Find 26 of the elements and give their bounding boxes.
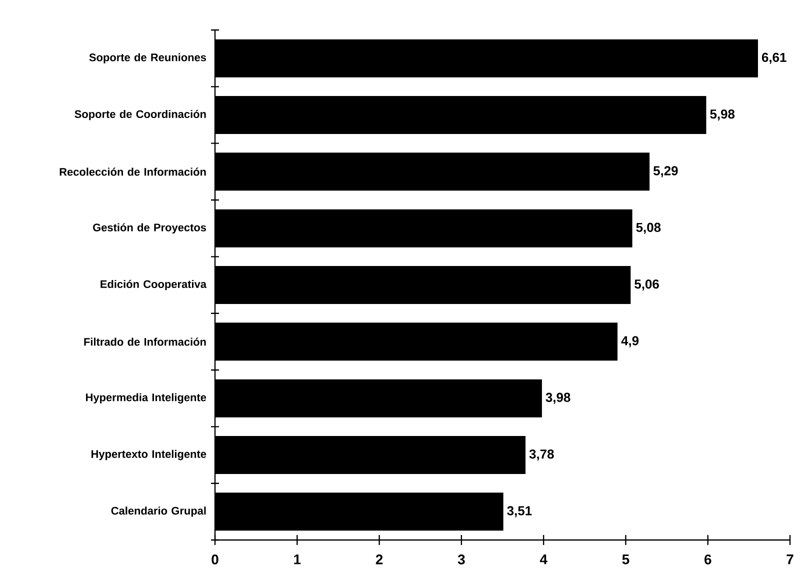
y-tick-label: Calendario Grupal [111, 506, 206, 517]
y-tick-label: Recolección de Información [60, 168, 206, 176]
y-tick-label: Edición Cooperativa [100, 280, 207, 290]
data-label: 5,08 [636, 222, 661, 234]
data-label: 3,78 [529, 449, 554, 461]
y-tick-label: Soporte de Reuniones [89, 53, 206, 64]
data-label: 6,61 [762, 52, 786, 64]
data-label: 3,98 [546, 392, 570, 404]
y-tick-label: Hypertexto Inteligente [92, 450, 206, 460]
x-tick-label: 7 [786, 554, 794, 564]
x-tick-label: 2 [376, 554, 383, 564]
x-tick-label: 4 [540, 554, 548, 564]
x-tick-label: 6 [704, 554, 712, 564]
data-label: 3,51 [507, 506, 532, 518]
y-tick-label: Filtrado de Información [84, 338, 206, 346]
y-tick-label: Hypermedia Inteligente [86, 393, 206, 404]
y-tick-label: Gestión de Proyectos [93, 223, 206, 234]
data-label: 5,06 [634, 279, 659, 291]
data-label: 5,98 [710, 109, 735, 121]
x-tick-label: 3 [458, 554, 465, 564]
data-label: 4,9 [621, 336, 639, 348]
data-label: 5,29 [653, 166, 678, 178]
x-tick-label: 5 [622, 554, 630, 564]
y-tick-label: Soporte de Coordinación [74, 110, 206, 120]
x-tick-label: 0 [212, 554, 218, 564]
x-tick-label: 1 [294, 554, 301, 564]
